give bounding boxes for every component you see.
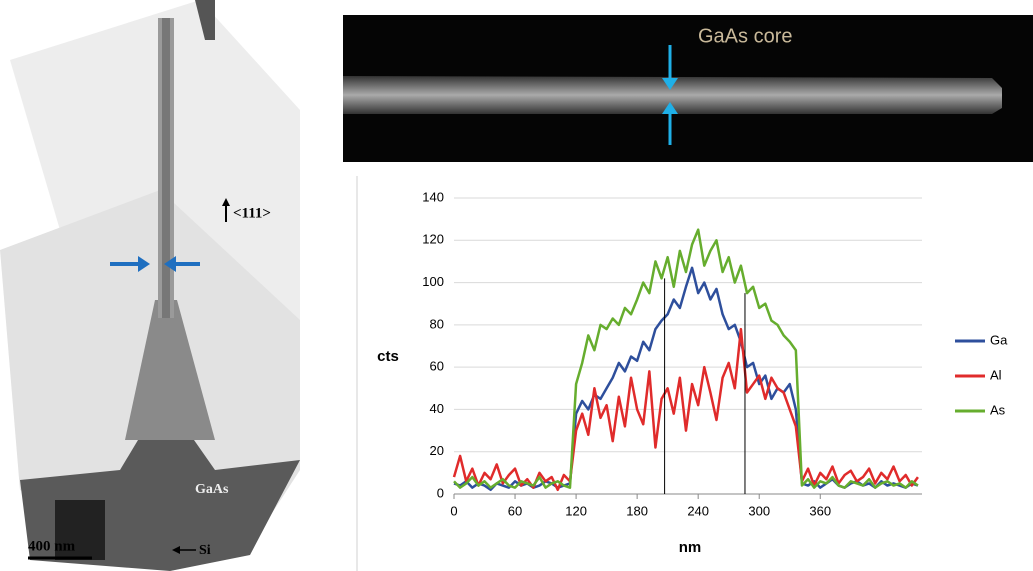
figure: <111> GaAs 400 nm Si GaAs core 020406080… (0, 0, 1033, 571)
substrate-label: Si (199, 543, 211, 558)
y-tick-label: 0 (437, 485, 444, 500)
tem-image: <111> GaAs 400 nm Si (0, 0, 300, 571)
line-chart: 0 20 40 60 80 100 120 140 0 60 120 180 240 300 360 cts n… (377, 189, 1008, 556)
y-tick-label: 20 (430, 443, 444, 458)
material-label: GaAs (195, 482, 229, 497)
x-axis-label: nm (679, 539, 702, 556)
y-tick-label: 120 (422, 232, 444, 247)
x-tick-label: 360 (809, 503, 831, 518)
y-tick-label: 60 (430, 359, 444, 374)
stem-image: GaAs core (343, 15, 1033, 162)
y-tick-label: 100 (422, 274, 444, 289)
x-tick-label: 60 (508, 503, 522, 518)
series-line (454, 230, 918, 488)
legend-label: Al (990, 367, 1002, 382)
x-tick-label: 120 (565, 503, 587, 518)
series-line (454, 268, 918, 490)
scale-label: 400 nm (28, 538, 76, 554)
x-tick-label: 180 (626, 503, 648, 518)
direction-label: <111> (233, 205, 271, 221)
x-tick-label: 240 (687, 503, 709, 518)
y-axis-label: cts (377, 348, 399, 365)
stem-label: GaAs core (698, 25, 792, 47)
x-tick-label: 300 (748, 503, 770, 518)
y-tick-label: 80 (430, 316, 444, 331)
y-tick-label: 40 (430, 401, 444, 416)
x-tick-label: 0 (450, 503, 457, 518)
y-tick-label: 140 (422, 189, 444, 204)
legend-label: As (990, 402, 1006, 417)
legend-label: Ga (990, 332, 1008, 347)
